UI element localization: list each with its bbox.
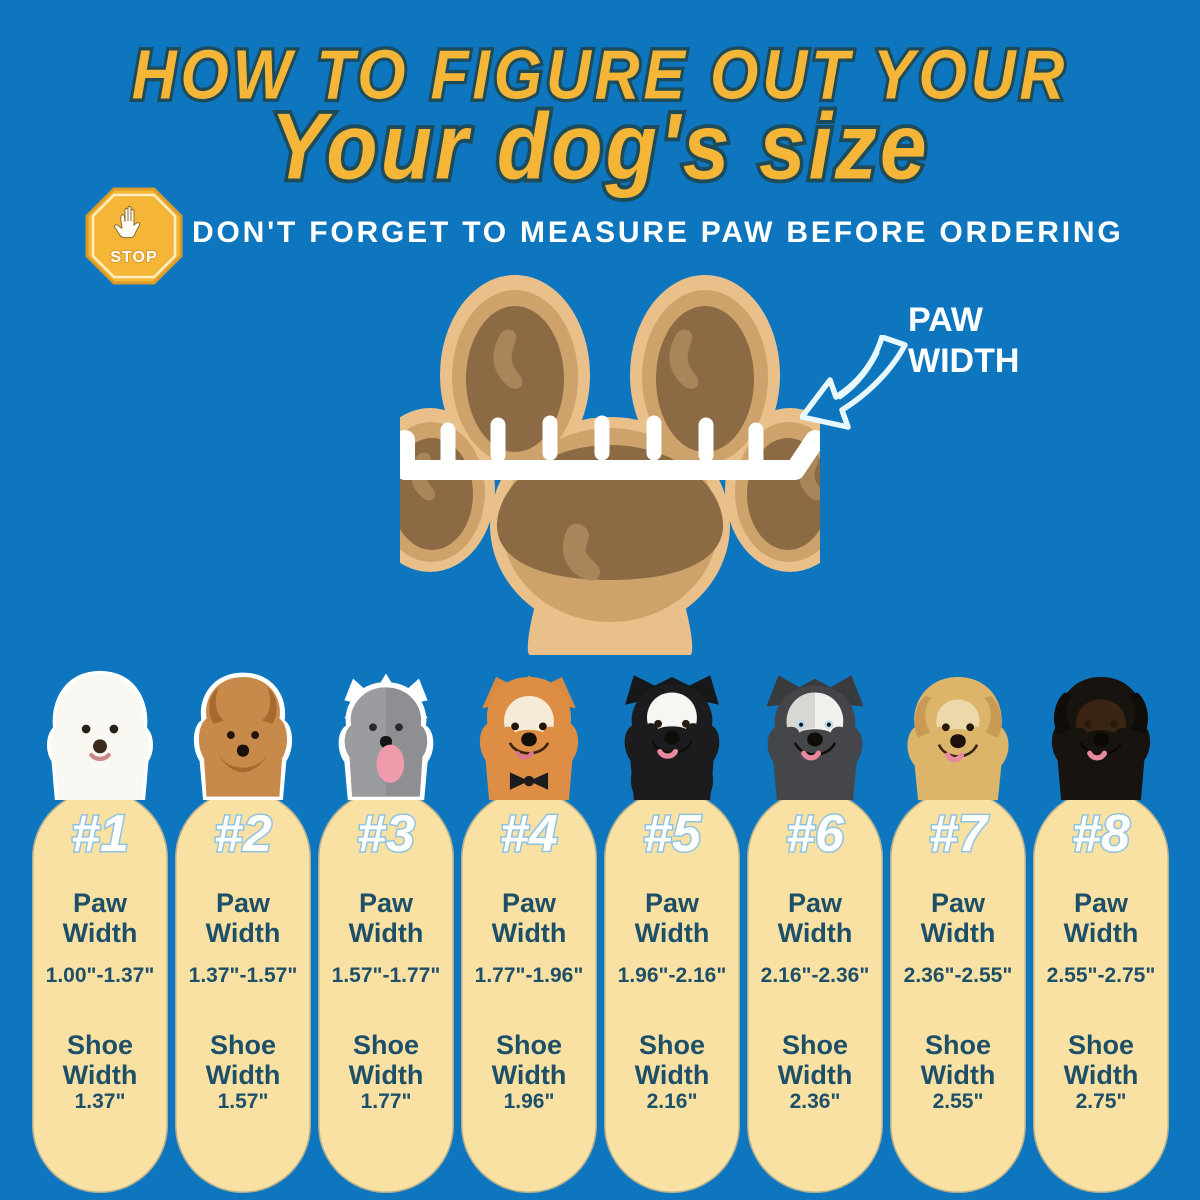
svg-text:STOP: STOP [110, 249, 157, 266]
